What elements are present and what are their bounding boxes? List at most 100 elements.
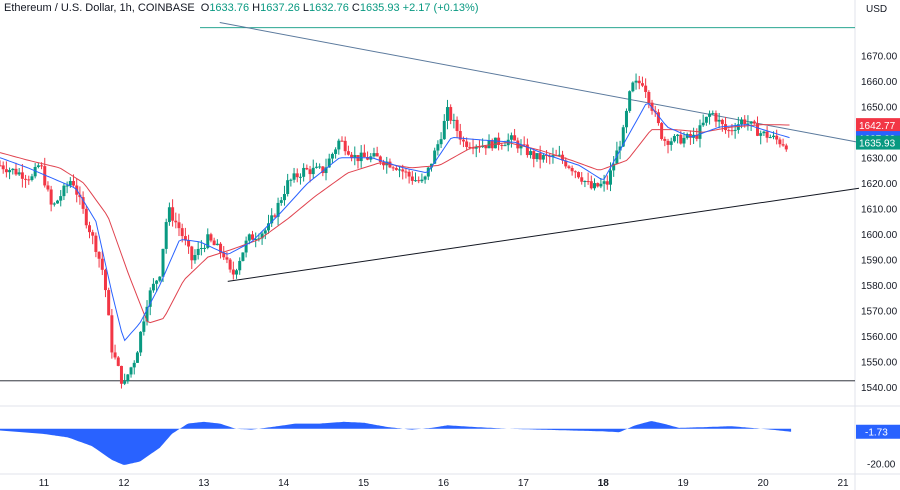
y-tick-label: 1650.00 <box>861 103 898 114</box>
candle-body <box>174 220 178 223</box>
candle-body <box>679 134 683 144</box>
candle-body <box>586 181 590 183</box>
candle-body <box>573 171 577 173</box>
candle-body <box>541 155 545 160</box>
candle-body <box>238 260 242 271</box>
y-tick-label: 1600.00 <box>861 230 898 241</box>
high-value: 1637.26 <box>260 2 300 14</box>
candle-body <box>433 150 437 164</box>
candle-body <box>688 134 692 138</box>
price-badge <box>856 135 900 150</box>
candle-body <box>151 283 155 291</box>
candle-body <box>781 144 785 146</box>
candle-body <box>305 167 309 170</box>
candle-body <box>126 374 130 382</box>
candle-body <box>346 151 350 155</box>
candle-body <box>87 225 91 233</box>
close-value: 1635.93 <box>359 2 400 14</box>
candle-body <box>314 166 318 168</box>
candle-body <box>279 200 283 203</box>
candle-body <box>33 167 37 177</box>
candle-body <box>40 165 44 167</box>
candle-body <box>608 170 612 185</box>
candle-body <box>615 150 619 164</box>
x-tick-label: 11 <box>39 478 50 489</box>
x-tick-label: 18 <box>598 478 610 489</box>
candle-body <box>503 145 507 147</box>
y-tick-label: 1620.00 <box>861 179 898 190</box>
candle-body <box>644 85 648 92</box>
high-label: H <box>252 2 261 14</box>
candle-body <box>203 247 207 249</box>
x-tick-label: 20 <box>758 478 770 489</box>
x-tick-label: 12 <box>118 478 130 489</box>
candle-body <box>219 243 223 253</box>
candle-body <box>132 362 136 368</box>
candle-body <box>27 179 31 181</box>
candle-body <box>20 172 24 179</box>
low-label: L <box>302 2 310 14</box>
candle-body <box>458 131 462 140</box>
candle-body <box>298 176 302 178</box>
candle-body <box>353 155 357 158</box>
candle-body <box>519 144 523 149</box>
candle-body <box>0 165 2 167</box>
candle-body <box>647 91 651 103</box>
candle-body <box>337 140 341 150</box>
candle-body <box>161 248 165 277</box>
oscillator-area <box>0 421 792 465</box>
candle-body <box>148 290 152 307</box>
candle-body <box>749 121 753 124</box>
candle-body <box>123 381 127 384</box>
candle-body <box>295 173 299 178</box>
candle-body <box>756 123 760 136</box>
candle-body <box>228 259 232 270</box>
candle-body <box>468 146 472 148</box>
candle-body <box>254 238 258 240</box>
candle-body <box>513 135 517 141</box>
candle-body <box>324 167 328 174</box>
candle-body <box>97 251 101 259</box>
candle-body <box>78 194 82 198</box>
candle-body <box>308 169 312 175</box>
candle-body <box>762 131 766 134</box>
candle-body <box>775 135 779 140</box>
candle-body <box>225 257 229 260</box>
y-tick-label: 1660.00 <box>861 77 898 88</box>
candle-body <box>257 238 261 240</box>
candle-body <box>231 269 235 275</box>
candle-body <box>318 166 322 168</box>
candle-body <box>171 207 175 221</box>
candle-body <box>394 168 398 170</box>
candle-body <box>46 185 50 190</box>
candle-body <box>404 171 408 173</box>
candle-body <box>289 179 293 181</box>
candle-body <box>455 119 459 132</box>
candle-body <box>672 136 676 142</box>
candle-body <box>362 152 366 157</box>
candle-body <box>631 82 635 92</box>
candle-body <box>420 179 424 182</box>
candle-body <box>605 181 609 185</box>
candle-body <box>637 80 641 84</box>
candle-body <box>327 158 331 168</box>
candle-body <box>714 113 718 122</box>
candle-body <box>401 169 405 172</box>
candle-body <box>640 83 644 86</box>
candle-body <box>206 234 210 248</box>
x-tick-label: 15 <box>358 478 370 489</box>
candle-body <box>263 230 267 234</box>
candle-body <box>30 176 34 180</box>
candle-body <box>366 156 370 160</box>
candle-body <box>17 172 21 175</box>
candle-body <box>487 140 491 149</box>
candle-body <box>222 252 226 258</box>
candle-body <box>183 236 187 241</box>
candle-body <box>302 167 306 177</box>
candle-body <box>116 357 120 366</box>
candle-body <box>650 102 654 111</box>
candle-body <box>110 315 114 353</box>
chart-legend: Ethereum / U.S. Dollar, 1h, COINBASE O163… <box>4 2 479 14</box>
